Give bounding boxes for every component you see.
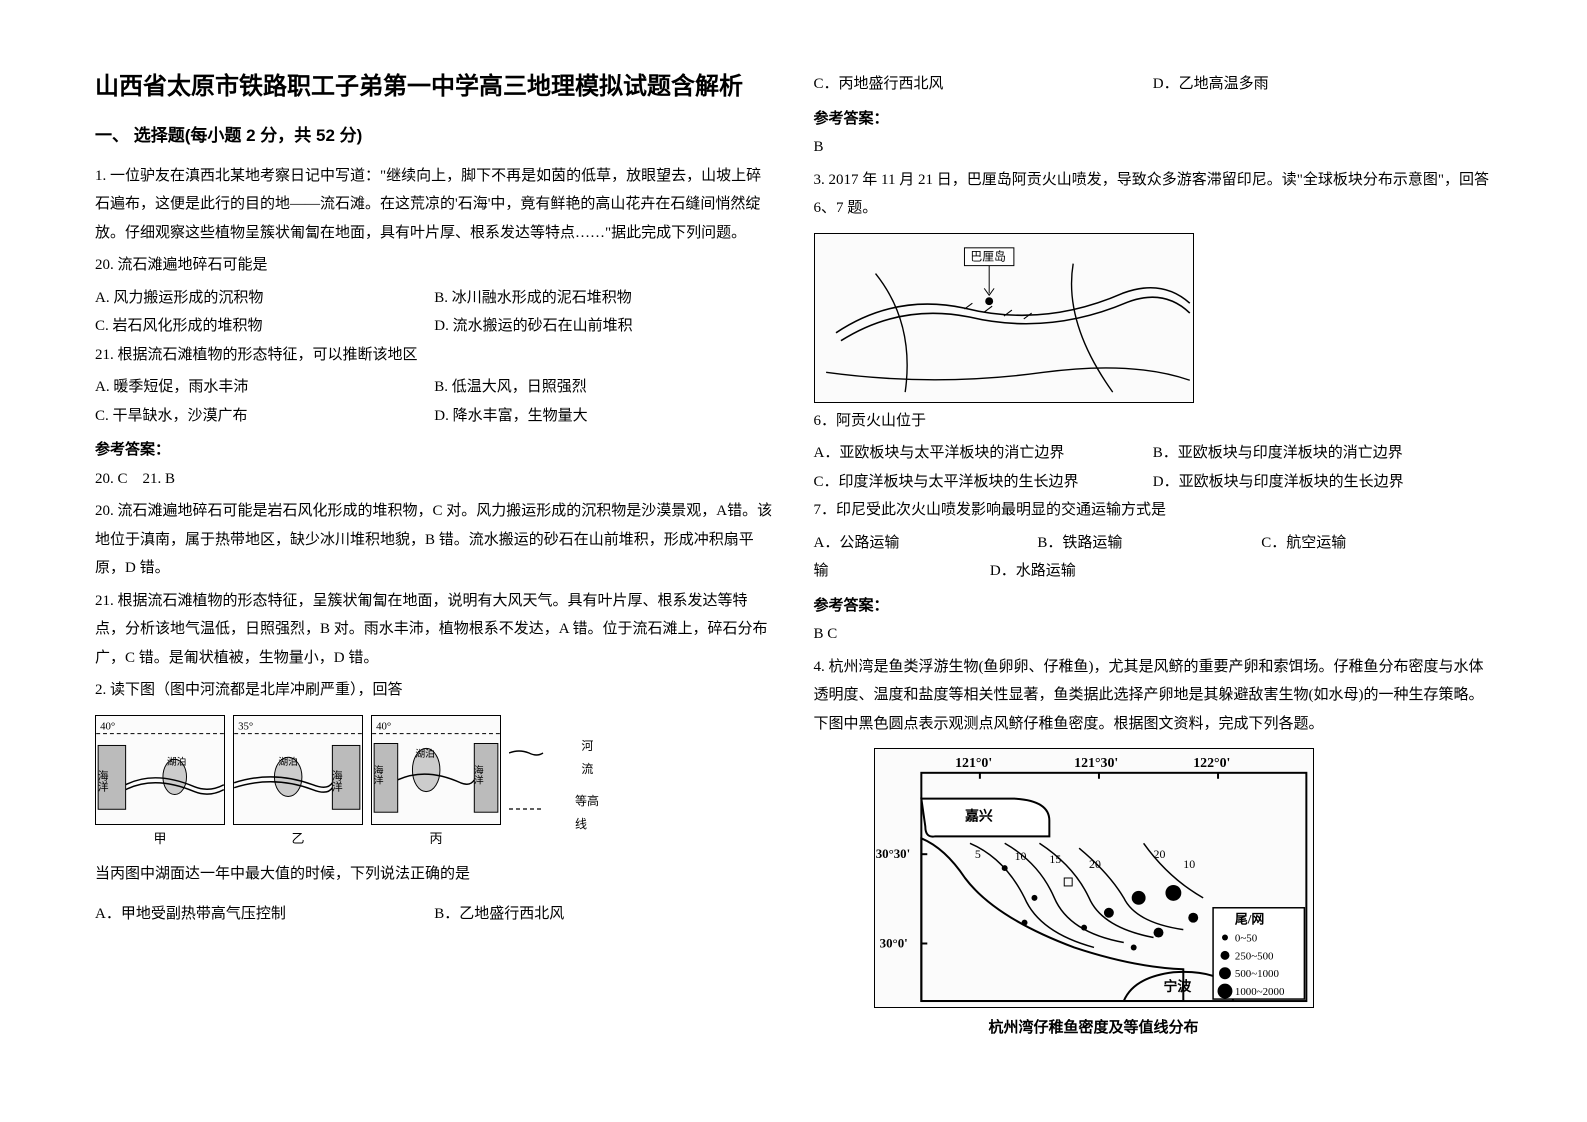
q2-sub: 当丙图中湖面达一年中最大值的时候，下列说法正确的是 [95, 860, 774, 889]
q1-20-d: D. 流水搬运的砂石在山前堆积 [434, 312, 773, 341]
q2-cap-c: 丙 [371, 827, 501, 852]
q3-figure-plates: 巴厘岛 [814, 233, 1194, 403]
right-column: C．丙地盛行西北风 D．乙地高温多雨 参考答案： B 3. 2017 年 11 … [814, 70, 1493, 1092]
q1-sub21: 21. 根据流石滩植物的形态特征，可以推断该地区 [95, 341, 774, 370]
svg-text:海洋: 海洋 [96, 768, 108, 791]
q2-cap-b: 乙 [233, 827, 363, 852]
q2-b: B．乙地盛行西北风 [434, 900, 773, 929]
section-1-heading: 一、 选择题(每小题 2 分，共 52 分) [95, 120, 774, 152]
q1-20-a: A. 风力搬运形成的沉积物 [95, 284, 434, 313]
q1-21-a: A. 暖季短促，雨水丰沛 [95, 373, 434, 402]
svg-text:250~500: 250~500 [1234, 950, 1273, 962]
q1-stem: 1. 一位驴友在滇西北某地考察日记中写道："继续向上，脚下不再是如茵的低草，放眼… [95, 162, 774, 248]
q2-cap-a: 甲 [95, 827, 225, 852]
q2-options-row1: A．甲地受副热带高气压控制 B．乙地盛行西北风 [95, 900, 774, 929]
svg-text:湖泊: 湖泊 [278, 756, 298, 768]
q3-7-b: B．铁路运输 [1037, 529, 1261, 558]
q2-options-row2: C．丙地盛行西北风 D．乙地高温多雨 [814, 70, 1493, 99]
q3-stem: 3. 2017 年 11 月 21 日，巴厘岛阿贡火山喷发，导致众多游客滞留印尼… [814, 166, 1493, 223]
q3-7-a: A．公路运输 [814, 529, 1038, 558]
lat1: 30°30' [875, 847, 910, 861]
q4-figure-map: 121°0' 121°30' 122°0' 30°30' 30°0' 嘉兴 宁波… [874, 748, 1314, 1008]
svg-text:尾/网: 尾/网 [1234, 913, 1263, 927]
svg-text:35°: 35° [238, 721, 253, 733]
document-title: 山西省太原市铁路职工子弟第一中学高三地理模拟试题含解析 [95, 70, 774, 104]
q2-answer-heading: 参考答案： [814, 105, 1493, 134]
lon3: 122°0' [1193, 756, 1230, 771]
bali-label: 巴厘岛 [970, 249, 1006, 263]
q2-stem: 2. 读下图（图中河流都是北岸冲刷严重），回答 [95, 676, 774, 705]
q4-stem: 4. 杭州湾是鱼类浮游生物(鱼卵卵、仔稚鱼)，尤其是风鲚的重要产卵和索饵场。仔稚… [814, 653, 1493, 739]
q1-20-c: C. 岩石风化形成的堆积物 [95, 312, 434, 341]
legend-contour: 等高线 [509, 790, 599, 836]
q2-a: A．甲地受副热带高气压控制 [95, 900, 434, 929]
q3-7-d: D．水路运输 [990, 557, 1261, 586]
q1-20-options: A. 风力搬运形成的沉积物 B. 冰川融水形成的泥石堆积物 C. 岩石风化形成的… [95, 284, 774, 341]
q1-explain-21: 21. 根据流石滩植物的形态特征，呈簇状匍匐在地面，说明有大风天气。具有叶片厚、… [95, 587, 774, 673]
q3-answer-heading: 参考答案： [814, 592, 1493, 621]
q2-fig-b-wrap: 35° 湖泊 海洋 乙 [233, 715, 363, 852]
q2-figure-a: 40° 海洋 湖泊 [95, 715, 225, 825]
q3-answer: B C [814, 620, 1493, 649]
svg-text:20: 20 [1153, 847, 1165, 861]
svg-text:10: 10 [1183, 857, 1195, 871]
left-column: 山西省太原市铁路职工子弟第一中学高三地理模拟试题含解析 一、 选择题(每小题 2… [95, 70, 774, 1092]
q1-answer: 20. C 21. B [95, 465, 774, 494]
svg-text:海洋: 海洋 [472, 764, 484, 786]
q2-d: D．乙地高温多雨 [1153, 70, 1492, 99]
svg-text:0~50: 0~50 [1234, 933, 1257, 945]
legend-river: 河流 [509, 735, 599, 781]
q3-6-d: D．亚欧板块与印度洋板块的生长边界 [1153, 468, 1492, 497]
q1-sub20: 20. 流石滩遍地碎石可能是 [95, 251, 774, 280]
q3-7-options-line2: 输 D．水路运输 [814, 557, 1493, 586]
q3-6-options: A．亚欧板块与太平洋板块的消亡边界 B．亚欧板块与印度洋板块的消亡边界 C．印度… [814, 439, 1493, 496]
q1-21-options: A. 暖季短促，雨水丰沛 B. 低温大风，日照强烈 C. 干旱缺水，沙漠广布 D… [95, 373, 774, 430]
svg-text:15: 15 [1049, 852, 1061, 866]
q3-7-d-pre: 输 [814, 557, 990, 586]
legend-river-label: 河流 [581, 735, 599, 781]
q1-21-c: C. 干旱缺水，沙漠广布 [95, 402, 434, 431]
q1-answer-heading: 参考答案： [95, 436, 774, 465]
q3-6-a: A．亚欧板块与太平洋板块的消亡边界 [814, 439, 1153, 468]
svg-text:10: 10 [1014, 849, 1026, 863]
q1-21-b: B. 低温大风，日照强烈 [434, 373, 773, 402]
q2-figure-row: 40° 海洋 湖泊 甲 35° 湖泊 [95, 715, 774, 852]
svg-text:湖泊: 湖泊 [167, 756, 187, 768]
svg-text:500~1000: 500~1000 [1234, 968, 1279, 980]
q1-20-b: B. 冰川融水形成的泥石堆积物 [434, 284, 773, 313]
q2-c: C．丙地盛行西北风 [814, 70, 1153, 99]
svg-text:20: 20 [1089, 857, 1101, 871]
q2-figure-c: 40° 海洋 湖泊 海洋 [371, 715, 501, 825]
lat-label: 40° [100, 721, 115, 733]
svg-text:宁波: 宁波 [1163, 978, 1191, 995]
q2-fig-a-wrap: 40° 海洋 湖泊 甲 [95, 715, 225, 852]
svg-text:嘉兴: 嘉兴 [964, 807, 993, 824]
q3-6-b: B．亚欧板块与印度洋板块的消亡边界 [1153, 439, 1492, 468]
lon1: 121°0' [955, 756, 992, 771]
q2-answer: B [814, 133, 1493, 162]
q3-sub6: 6．阿贡火山位于 [814, 407, 1493, 436]
q2-figure-b: 35° 湖泊 海洋 [233, 715, 363, 825]
q3-6-c: C．印度洋板块与太平洋板块的生长边界 [814, 468, 1153, 497]
svg-text:海洋: 海洋 [372, 764, 383, 786]
q2-legend: 河流 等高线 [509, 715, 599, 825]
legend-contour-label: 等高线 [575, 790, 599, 836]
svg-text:湖泊: 湖泊 [415, 748, 435, 760]
svg-text:5: 5 [974, 847, 980, 861]
q3-7-options: A．公路运输 B．铁路运输 C．航空运输 [814, 529, 1493, 558]
q2-fig-c-wrap: 40° 海洋 湖泊 海洋 丙 [371, 715, 501, 852]
q1-21-d: D. 降水丰富，生物量大 [434, 402, 773, 431]
q4-figure-caption: 杭州湾仔稚鱼密度及等值线分布 [874, 1014, 1314, 1043]
svg-text:1000~2000: 1000~2000 [1234, 986, 1284, 998]
q1-explain-20: 20. 流石滩遍地碎石可能是岩石风化形成的堆积物，C 对。风力搬运形成的沉积物是… [95, 497, 774, 583]
q3-7-c: C．航空运输 [1261, 529, 1485, 558]
lon2: 121°30' [1074, 756, 1118, 771]
lat2: 30°0' [879, 936, 907, 950]
svg-text:40°: 40° [376, 721, 391, 733]
q3-sub7: 7．印尼受此次火山喷发影响最明显的交通运输方式是 [814, 496, 1493, 525]
